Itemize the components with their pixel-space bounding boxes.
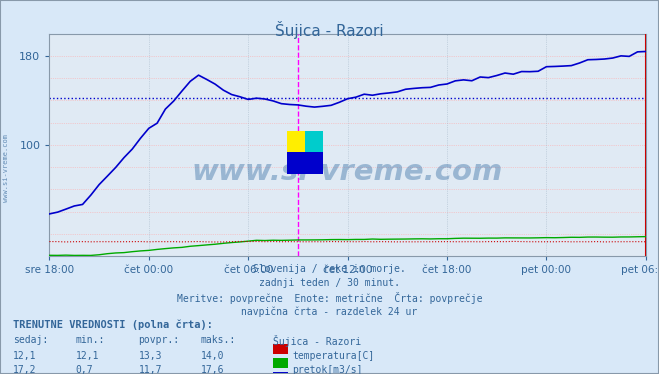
Bar	[304, 131, 323, 153]
Text: pretok[m3/s]: pretok[m3/s]	[292, 365, 362, 374]
Text: 11,7: 11,7	[138, 365, 162, 374]
Text: min.:: min.:	[76, 335, 105, 346]
Text: TRENUTNE VREDNOSTI (polna črta):: TRENUTNE VREDNOSTI (polna črta):	[13, 320, 213, 330]
Bar	[287, 153, 323, 174]
Text: 14,0: 14,0	[201, 351, 225, 361]
Polygon shape	[304, 131, 323, 153]
Text: navpična črta - razdelek 24 ur: navpična črta - razdelek 24 ur	[241, 306, 418, 317]
Text: www.si-vreme.com: www.si-vreme.com	[192, 157, 503, 186]
Text: maks.:: maks.:	[201, 335, 236, 346]
Text: Meritve: povprečne  Enote: metrične  Črta: povprečje: Meritve: povprečne Enote: metrične Črta:…	[177, 292, 482, 304]
Text: www.si-vreme.com: www.si-vreme.com	[3, 134, 9, 202]
Text: Šujica - Razori: Šujica - Razori	[273, 335, 362, 347]
Text: temperatura[C]: temperatura[C]	[292, 351, 374, 361]
Text: 0,7: 0,7	[76, 365, 94, 374]
Text: zadnji teden / 30 minut.: zadnji teden / 30 minut.	[259, 278, 400, 288]
Bar	[287, 131, 304, 153]
Text: 17,6: 17,6	[201, 365, 225, 374]
Text: 13,3: 13,3	[138, 351, 162, 361]
Text: 12,1: 12,1	[76, 351, 100, 361]
Text: povpr.:: povpr.:	[138, 335, 179, 346]
Text: 17,2: 17,2	[13, 365, 37, 374]
Text: sedaj:: sedaj:	[13, 335, 48, 346]
Text: 12,1: 12,1	[13, 351, 37, 361]
Text: Šujica - Razori: Šujica - Razori	[275, 21, 384, 39]
Text: Slovenija / reke in morje.: Slovenija / reke in morje.	[253, 264, 406, 274]
